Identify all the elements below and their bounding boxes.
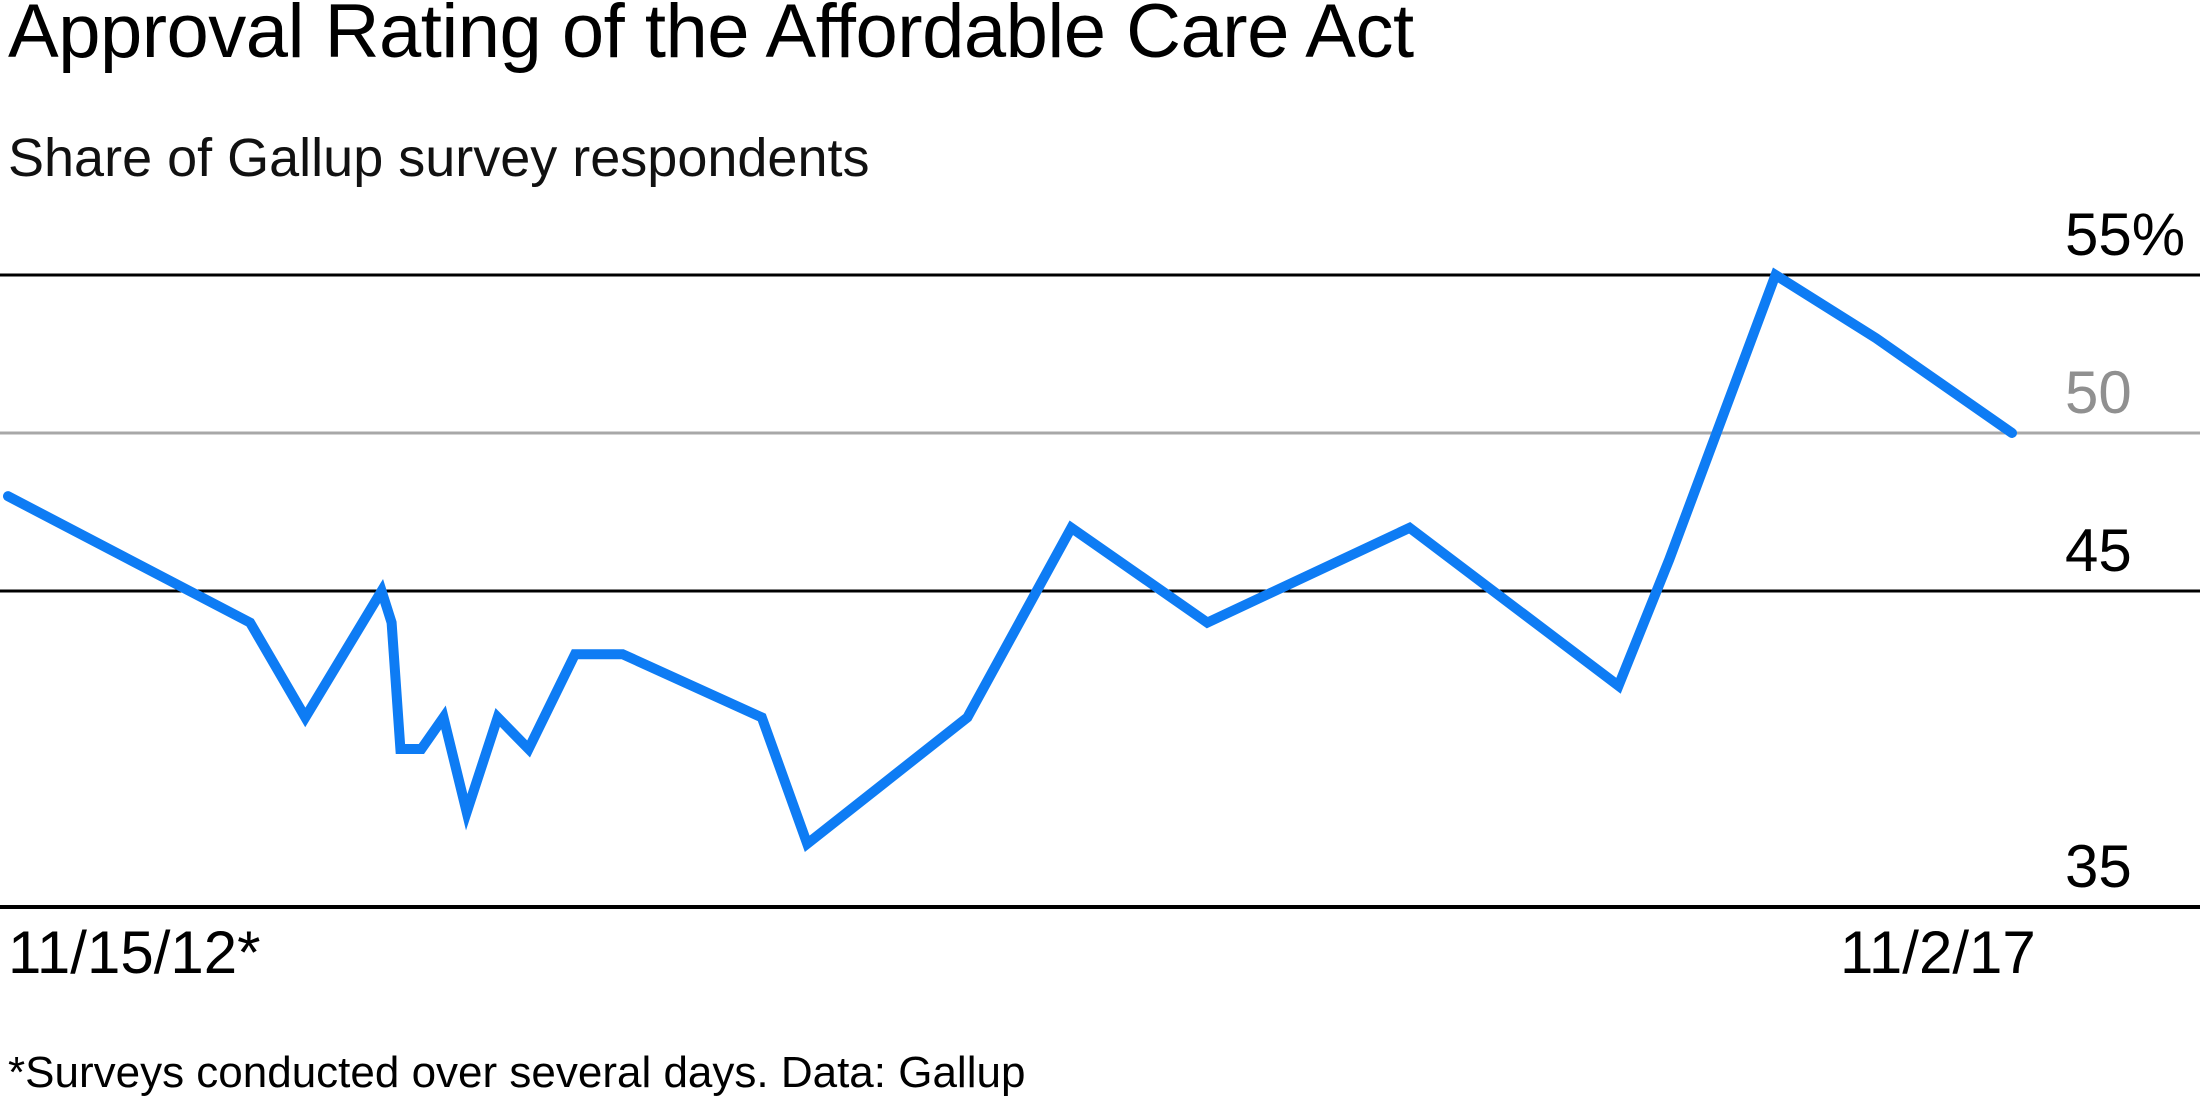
y-axis-label-35: 35 [2065, 833, 2132, 900]
x-axis-label-end: 11/2/17 [1840, 919, 2036, 986]
y-axis-label-45: 45 [2065, 517, 2132, 584]
x-axis-label-start: 11/15/12* [8, 919, 261, 986]
source-footnote: *Surveys conducted over several days. Da… [8, 1048, 1026, 1097]
chart-subtitle: Share of Gallup survey respondents [8, 128, 870, 188]
chart-title: Approval Rating of the Affordable Care A… [8, 0, 1414, 74]
y-axis-label-55: 55% [2065, 201, 2186, 268]
approval-line [3, 267, 2017, 853]
y-axis-label-50: 50 [2065, 359, 2132, 426]
